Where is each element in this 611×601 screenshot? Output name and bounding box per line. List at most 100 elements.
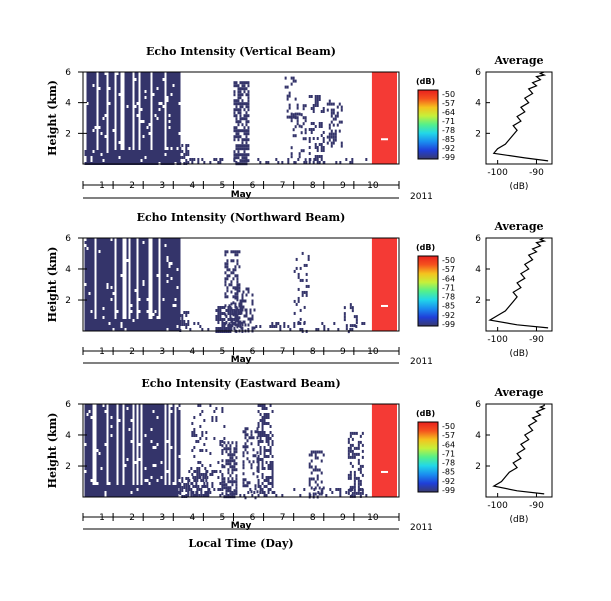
heatmap-cell (104, 75, 107, 78)
heatmap-cell (108, 473, 111, 476)
heatmap-cell (96, 488, 99, 491)
heatmap-cell (140, 277, 143, 280)
heatmap-cell (146, 138, 149, 141)
heatmap-cell (187, 494, 190, 497)
heatmap-cell (316, 104, 319, 107)
heatmap-cell (269, 464, 272, 467)
heatmap-cell (134, 99, 137, 102)
heatmap-cell (162, 114, 165, 117)
heatmap-cell (256, 430, 259, 434)
heatmap-cell (116, 274, 119, 277)
heatmap-cell (116, 256, 119, 259)
heatmap-cell (152, 416, 155, 419)
heatmap-cell (118, 431, 121, 434)
heatmap-cell (126, 111, 129, 114)
heatmap-cell (229, 309, 232, 312)
heatmap-cell (199, 449, 202, 452)
heatmap-cell (100, 247, 103, 250)
heatmap-cell (124, 319, 127, 322)
heatmap-cell (294, 161, 297, 165)
heatmap-cell (312, 468, 315, 472)
heatmap-cell (316, 474, 319, 478)
heatmap-cell (154, 328, 157, 331)
heatmap-cell (86, 271, 89, 274)
heatmap-cell (136, 159, 139, 162)
heatmap-cell (238, 250, 241, 254)
heatmap-cell (269, 437, 272, 440)
heatmap-cell (174, 93, 177, 96)
heatmap-cell (98, 473, 101, 476)
heatmap-cell (148, 488, 151, 491)
heatmap-cell (112, 455, 115, 458)
heatmap-cell (130, 428, 133, 431)
heatmap-cell (154, 289, 157, 292)
heatmap-cell (90, 458, 93, 461)
heatmap-cell (112, 431, 115, 434)
heatmap-cell (160, 416, 163, 419)
heatmap-cell (170, 437, 173, 440)
heatmap-cell (156, 141, 159, 144)
heatmap-cell (94, 328, 97, 331)
heatmap-cell (116, 250, 119, 253)
heatmap-cell (142, 416, 145, 419)
heatmap-cell (263, 467, 266, 470)
heatmap-cell (297, 275, 300, 279)
heatmap-cell (183, 323, 186, 326)
heatmap-cell (174, 262, 177, 265)
heatmap-cell (112, 84, 115, 87)
heatmap-cell (92, 304, 95, 307)
heatmap-cell (242, 466, 245, 470)
heatmap-cell (130, 307, 133, 310)
heatmap-cell (172, 81, 175, 84)
day-label: 8 (310, 347, 316, 357)
heatmap-cell (275, 158, 278, 161)
heatmap-cell (86, 452, 89, 455)
heatmap-cell (166, 126, 169, 129)
y-tick-label: 2 (65, 296, 71, 306)
heatmap-cell (156, 81, 159, 84)
heatmap-cell (84, 274, 87, 277)
heatmap-cell (302, 122, 305, 126)
heatmap-cell (140, 298, 143, 301)
heatmap-cell (102, 292, 105, 295)
heatmap-cell (140, 301, 143, 304)
heatmap-cell (94, 156, 97, 159)
heatmap-cell (160, 425, 163, 428)
heatmap-cell (106, 292, 109, 295)
heatmap-cell (308, 477, 311, 481)
heatmap-cell (108, 159, 111, 162)
heatmap-cell (269, 482, 272, 485)
heatmap-cell (126, 96, 129, 99)
heatmap-cell (314, 101, 317, 104)
heatmap-cell (104, 111, 107, 114)
heatmap-cell (102, 147, 105, 150)
heatmap-cell (227, 480, 230, 484)
heatmap-cell (162, 491, 165, 494)
heatmap-cell (114, 470, 117, 473)
heatmap-cell (164, 295, 167, 298)
heatmap-cell (168, 93, 171, 96)
heatmap-cell (170, 491, 173, 494)
heatmap-cell (112, 99, 115, 102)
heatmap-cell (134, 410, 137, 413)
heatmap-cell (261, 404, 264, 407)
heatmap-cell (118, 449, 121, 452)
heatmap-cell (86, 313, 89, 316)
heatmap-cell (102, 407, 105, 410)
heatmap-cell (146, 473, 149, 476)
heatmap-cell (88, 422, 91, 425)
heatmap-cell (120, 265, 123, 268)
heatmap-cell (148, 90, 151, 93)
heatmap-cell (132, 488, 135, 491)
heatmap-cell (98, 431, 101, 434)
heatmap-cell (138, 319, 141, 322)
heatmap-cell (160, 310, 163, 313)
heatmap-cell (142, 425, 145, 428)
heatmap-cell (144, 428, 147, 431)
heatmap-cell (164, 289, 167, 292)
heatmap-cell (168, 485, 171, 488)
heatmap-cell (181, 480, 184, 483)
heatmap-cell (126, 464, 129, 467)
heatmap-cell (94, 123, 97, 126)
heatmap-cell (90, 84, 93, 87)
